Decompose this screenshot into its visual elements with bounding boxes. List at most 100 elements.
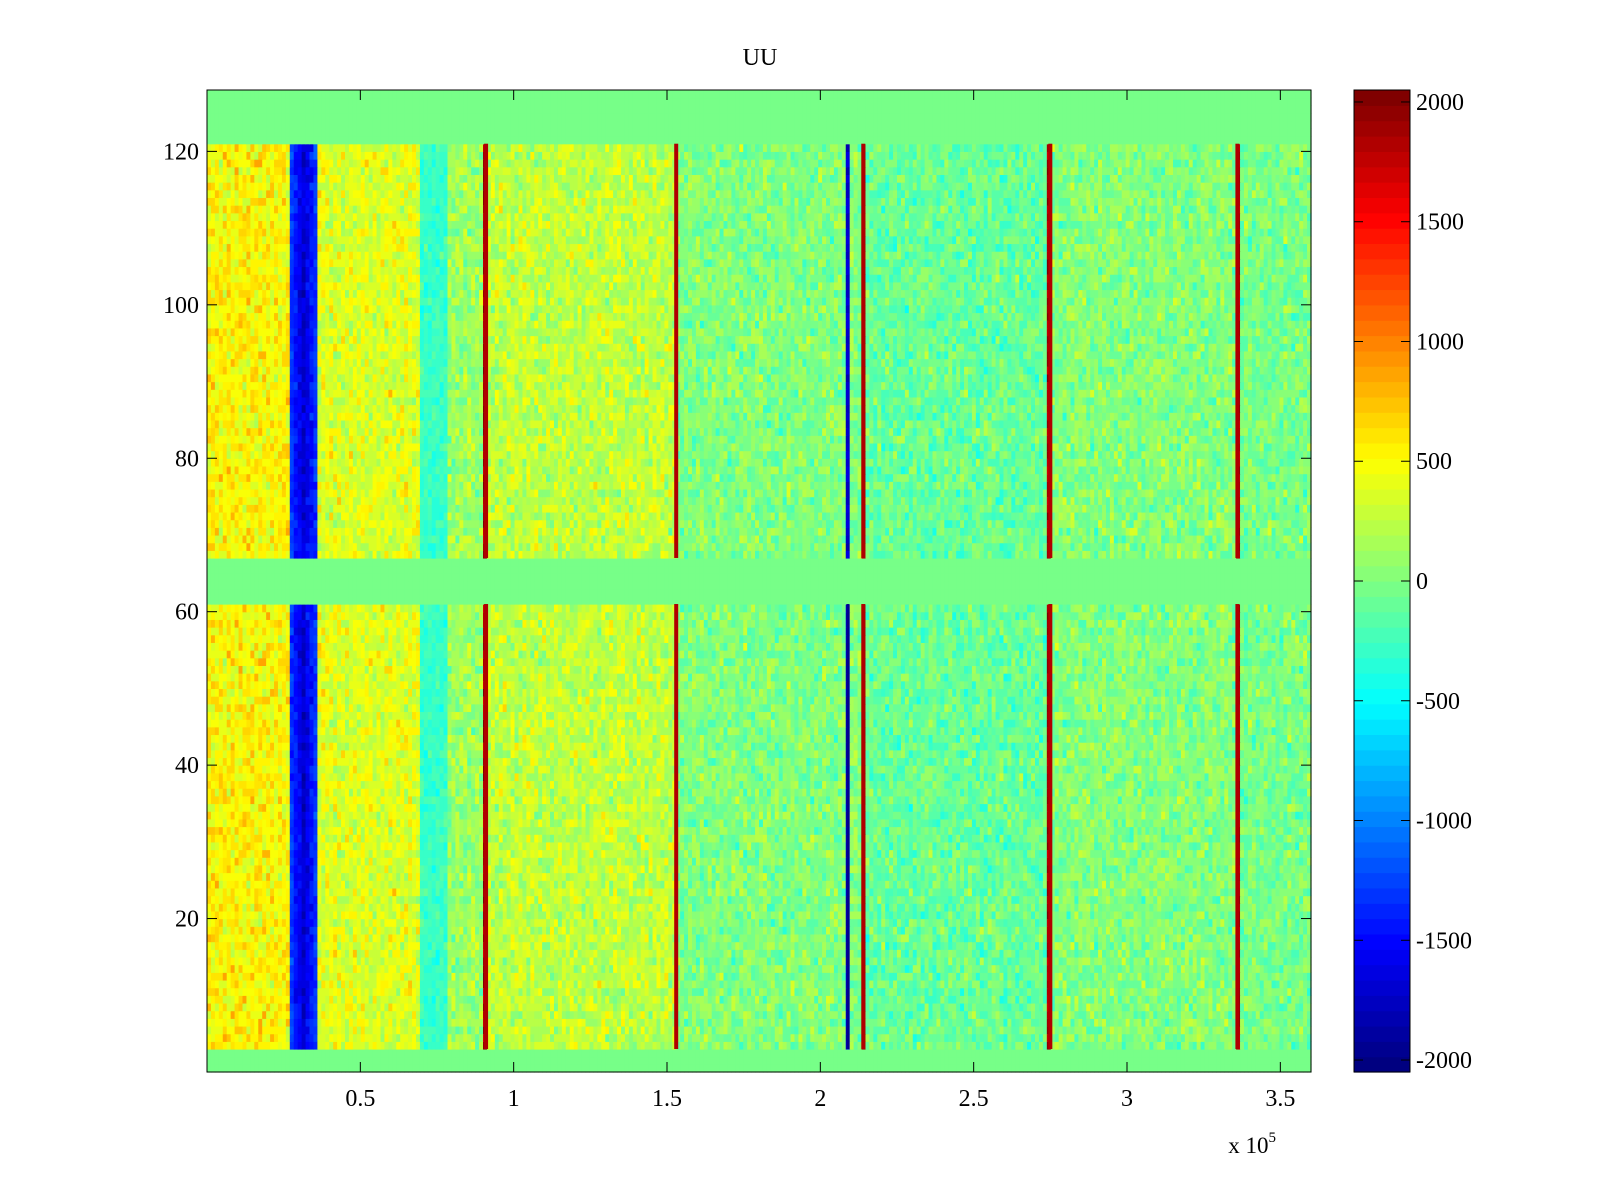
heatmap-cell: [593, 1057, 598, 1065]
heatmap-cell: [739, 1049, 744, 1057]
heatmap-cell: [688, 1034, 693, 1042]
heatmap-cell: [479, 1064, 484, 1072]
heatmap-cell: [313, 1064, 318, 1072]
heatmap-cell: [463, 1041, 468, 1049]
heatmap-cell: [625, 1049, 630, 1057]
heatmap-cell: [834, 1041, 839, 1049]
heatmap-cell: [582, 1064, 587, 1072]
heatmap-cell: [302, 1034, 307, 1042]
heatmap-cell: [708, 1064, 713, 1072]
heatmap-cell: [1043, 1064, 1048, 1072]
heatmap-cell: [428, 1026, 433, 1034]
heatmap-cell: [755, 1034, 760, 1042]
heatmap-cell: [455, 1057, 460, 1065]
heatmap-cell: [239, 1018, 244, 1026]
heatmap-cell: [897, 1041, 902, 1049]
heatmap-cell: [1074, 1041, 1079, 1049]
heatmap-cell: [345, 1049, 350, 1057]
heatmap-cell: [889, 1034, 894, 1042]
heatmap-cell: [436, 1041, 441, 1049]
heatmap-cell: [219, 1049, 224, 1057]
heatmap-cell: [215, 1034, 220, 1042]
heatmap-cell: [960, 1041, 965, 1049]
heatmap-cell: [1205, 1034, 1210, 1042]
heatmap-cell: [542, 1026, 547, 1034]
heatmap-cell: [589, 1034, 594, 1042]
heatmap-cell: [791, 1026, 796, 1034]
heatmap-cell: [294, 1026, 299, 1034]
heatmap-cell: [262, 1057, 267, 1065]
heatmap-cell: [341, 1049, 346, 1057]
heatmap-cell: [597, 1034, 602, 1042]
heatmap-cell: [384, 1049, 389, 1057]
heatmap-cell: [298, 1034, 303, 1042]
heatmap-cell: [712, 1034, 717, 1042]
heatmap-cell: [885, 1064, 890, 1072]
heatmap-cell: [700, 1026, 705, 1034]
heatmap-cell: [621, 1049, 626, 1057]
heatmap-cell: [463, 1049, 468, 1057]
heatmap-cell: [1279, 1026, 1284, 1034]
heatmap-cell: [306, 1018, 311, 1026]
heatmap-cell: [455, 1064, 460, 1072]
heatmap-cell: [258, 1026, 263, 1034]
heatmap-cell: [889, 1064, 894, 1072]
heatmap-cell: [992, 1064, 997, 1072]
heatmap-cell: [1031, 1057, 1036, 1065]
heatmap-cell: [1287, 1034, 1292, 1042]
heatmap-cell: [388, 1057, 393, 1065]
heatmap-cell: [932, 1041, 937, 1049]
heatmap-cell: [964, 1041, 969, 1049]
heatmap-cell: [313, 1057, 318, 1065]
heatmap-cell: [317, 1049, 322, 1057]
heatmap-cell: [455, 1041, 460, 1049]
heatmap-cell: [992, 1057, 997, 1065]
heatmap-cell: [518, 1049, 523, 1057]
heatmap-cell: [869, 1041, 874, 1049]
heatmap-cell: [538, 1064, 543, 1072]
heatmap-cell: [1114, 1034, 1119, 1042]
heatmap-cell: [440, 1034, 445, 1042]
heatmap-cell: [641, 1049, 646, 1057]
heatmap-cell: [708, 1026, 713, 1034]
heatmap-cell: [341, 1026, 346, 1034]
heatmap-cell: [802, 1064, 807, 1072]
heatmap-cell: [487, 1057, 492, 1065]
heatmap-cell: [960, 1026, 965, 1034]
heatmap-cell: [988, 1034, 993, 1042]
heatmap-cell: [377, 1034, 382, 1042]
heatmap-cell: [696, 1057, 701, 1065]
heatmap-cell: [254, 1057, 259, 1065]
heatmap-cell: [436, 1057, 441, 1065]
heatmap-cell: [329, 1064, 334, 1072]
heatmap-cell: [1023, 1026, 1028, 1034]
heatmap-cell: [925, 1026, 930, 1034]
heatmap-cell: [960, 1034, 965, 1042]
heatmap-cell: [1291, 1026, 1296, 1034]
heatmap-cell: [298, 1018, 303, 1026]
heatmap-cell: [333, 1064, 338, 1072]
heatmap-cell: [258, 1018, 263, 1026]
heatmap-cell: [1003, 1026, 1008, 1034]
heatmap-cell: [1224, 1041, 1229, 1049]
heatmap-cell: [495, 1064, 500, 1072]
heatmap-cell: [1000, 1041, 1005, 1049]
heatmap-cell: [1055, 1049, 1060, 1057]
heatmap-cell: [791, 1049, 796, 1057]
heatmap-cell: [944, 1064, 949, 1072]
heatmap-cell: [913, 1057, 918, 1065]
heatmap-cell: [818, 1049, 823, 1057]
heatmap-cell: [960, 1057, 965, 1065]
heatmap-cell: [605, 1041, 610, 1049]
heatmap-cell: [747, 1049, 752, 1057]
heatmap-cell: [1122, 1034, 1127, 1042]
heatmap-cell: [1299, 1034, 1304, 1042]
heatmap-cell: [680, 1041, 685, 1049]
heatmap-cell: [408, 1057, 413, 1065]
heatmap-cell: [984, 1041, 989, 1049]
heatmap-cell: [239, 1064, 244, 1072]
heatmap-cell: [582, 1034, 587, 1042]
heatmap-cell: [605, 1049, 610, 1057]
heatmap-cell: [877, 1049, 882, 1057]
heatmap-cell: [274, 1034, 279, 1042]
